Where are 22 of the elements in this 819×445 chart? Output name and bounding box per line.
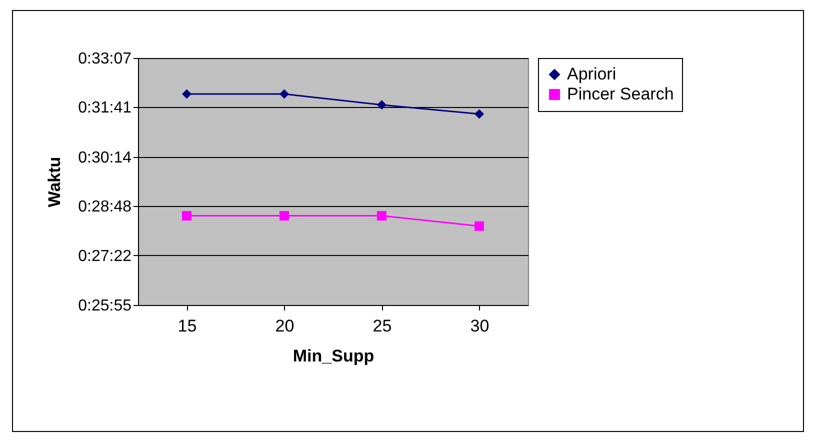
point [182, 211, 192, 221]
legend-label: Pincer Search [567, 84, 674, 104]
point [474, 109, 484, 119]
point [280, 211, 289, 221]
y-tick-label: 0:25:55 [78, 298, 132, 314]
legend-label: Apriori [567, 64, 616, 84]
y-tick-label: 0:30:14 [78, 149, 132, 166]
point [377, 100, 386, 110]
y-tick-label: 0:33:07 [78, 50, 132, 68]
y-tick-label: 0:28:48 [78, 198, 132, 216]
x-tick-label: 20 [275, 316, 294, 336]
x-tick-label: 25 [372, 316, 392, 336]
point [474, 221, 484, 231]
x-tick-label: 30 [470, 316, 490, 336]
x-axis-title: Min_Supp [292, 346, 374, 366]
y-tick-label: 0:31:41 [78, 100, 132, 117]
x-tick-label: 15 [178, 316, 197, 336]
y-axis-title: Waktu [45, 156, 64, 208]
point [280, 89, 289, 99]
point [182, 89, 192, 99]
y-tick-label: 0:27:22 [78, 248, 132, 265]
point [377, 211, 386, 221]
